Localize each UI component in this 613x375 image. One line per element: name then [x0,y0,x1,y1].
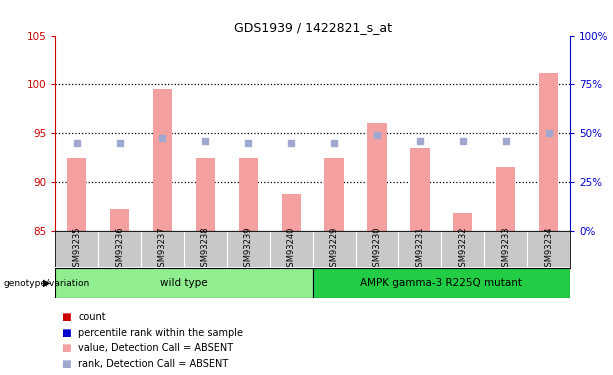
Bar [496,167,516,231]
Bar [67,158,86,231]
Text: ■: ■ [61,312,71,322]
Text: percentile rank within the sample: percentile rank within the sample [78,328,243,338]
Bar [110,209,129,231]
Bar [238,158,258,231]
Bar [313,268,570,297]
Text: GSM93231: GSM93231 [416,226,424,272]
Text: ■: ■ [61,359,71,369]
Text: GSM93230: GSM93230 [373,226,381,272]
Bar [410,148,430,231]
Text: GSM93240: GSM93240 [287,226,295,272]
Text: GSM93233: GSM93233 [501,226,510,272]
Text: value, Detection Call = ABSENT: value, Detection Call = ABSENT [78,344,234,353]
Bar [453,213,473,231]
Text: GSM93237: GSM93237 [158,226,167,272]
Text: genotype/variation: genotype/variation [3,279,89,288]
Text: GSM93234: GSM93234 [544,226,553,272]
Bar [367,123,387,231]
Text: GSM93239: GSM93239 [244,226,253,272]
Text: count: count [78,312,106,322]
Text: GSM93236: GSM93236 [115,226,124,272]
Text: GSM93232: GSM93232 [459,226,467,272]
Bar [153,89,172,231]
Text: ■: ■ [61,344,71,353]
Text: rank, Detection Call = ABSENT: rank, Detection Call = ABSENT [78,359,229,369]
Bar [55,268,313,297]
Bar [324,158,344,231]
Text: GSM93235: GSM93235 [72,226,81,272]
Bar [539,73,558,231]
Text: AMPK gamma-3 R225Q mutant: AMPK gamma-3 R225Q mutant [360,278,522,288]
Bar [196,158,215,231]
Text: GSM93238: GSM93238 [201,226,210,272]
Text: GSM93229: GSM93229 [330,226,338,272]
Text: ■: ■ [61,328,71,338]
Text: wild type: wild type [160,278,208,288]
Title: GDS1939 / 1422821_s_at: GDS1939 / 1422821_s_at [234,21,392,34]
Bar [281,194,301,231]
Text: ▶: ▶ [44,278,51,288]
